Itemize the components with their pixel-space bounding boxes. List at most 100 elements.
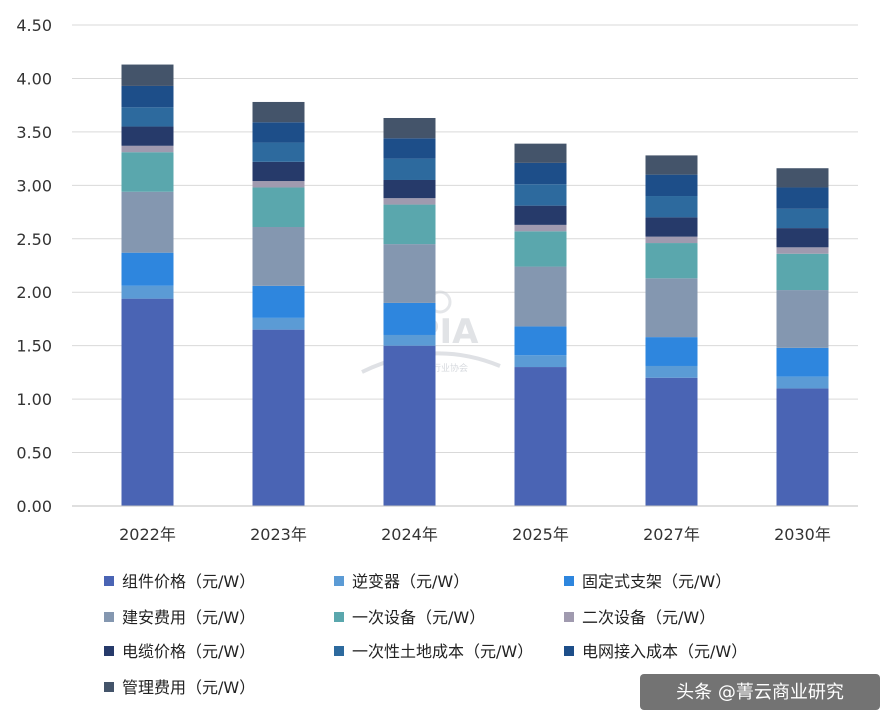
bar-segment	[514, 184, 567, 206]
bar-segment	[383, 334, 436, 346]
bar-segment	[645, 217, 698, 237]
bar-segment	[514, 205, 567, 225]
bar-segment	[252, 317, 305, 330]
legend-label: 二次设备（元/W）	[582, 608, 715, 627]
bar-segment	[252, 227, 305, 286]
bar-segment	[514, 266, 567, 327]
bar-segment	[121, 191, 174, 253]
bar-segment	[383, 244, 436, 303]
credit-overlay: 头条 @菁云商业研究	[640, 674, 880, 710]
bar-segment	[121, 285, 174, 299]
x-tick-label: 2023年	[250, 525, 307, 544]
bar-segment	[645, 243, 698, 279]
bar-segment	[645, 377, 698, 506]
bar-segment	[776, 290, 829, 348]
bar-segment	[121, 252, 174, 286]
legend-swatch	[104, 682, 114, 692]
y-tick-label: 1.50	[16, 337, 52, 356]
bar-segment	[121, 85, 174, 108]
bar-segment	[776, 253, 829, 291]
bar-segment	[645, 337, 698, 366]
bar-segment	[252, 329, 305, 506]
bar-segment	[645, 174, 698, 197]
bar-segment	[252, 122, 305, 143]
bar-segment	[514, 367, 567, 506]
bar-segment	[383, 302, 436, 335]
gridlines	[72, 24, 858, 454]
y-tick-label: 0.50	[16, 444, 52, 463]
bar-segment	[121, 152, 174, 192]
y-tick-label: 1.00	[16, 390, 52, 409]
bar-segment	[776, 168, 829, 188]
legend-swatch	[334, 576, 344, 586]
bars	[121, 64, 829, 506]
bar-segment	[776, 347, 829, 377]
bar-segment	[776, 388, 829, 506]
legend-label: 逆变器（元/W）	[352, 572, 469, 591]
bar-segment	[383, 158, 436, 180]
bar-segment	[645, 236, 698, 244]
legend-swatch	[564, 612, 574, 622]
legend-label: 一次性土地成本（元/W）	[352, 642, 533, 661]
x-tick-label: 2025年	[512, 525, 569, 544]
bar-segment	[514, 355, 567, 368]
bar-segment	[514, 162, 567, 185]
bar-segment	[514, 231, 567, 267]
x-tick-label: 2022年	[119, 525, 176, 544]
legend-label: 一次设备（元/W）	[352, 608, 485, 627]
bar-segment	[383, 138, 436, 159]
bar-segment	[252, 285, 305, 318]
x-tick-label: 2024年	[381, 525, 438, 544]
bar-segment	[645, 365, 698, 378]
y-tick-label: 4.00	[16, 69, 52, 88]
bar-segment	[383, 179, 436, 199]
legend-swatch	[334, 612, 344, 622]
legend-swatch	[104, 646, 114, 656]
bar-segment	[514, 326, 567, 356]
bar-segment	[776, 187, 829, 209]
legend-label: 固定式支架（元/W）	[582, 572, 731, 591]
bar-segment	[252, 142, 305, 162]
legend-label: 电缆价格（元/W）	[122, 642, 255, 661]
legend: 组件价格（元/W） 逆变器（元/W） 固定式支架（元/W） 建安费用（元/W） 一次设备…	[104, 572, 747, 697]
bar-segment	[121, 145, 174, 153]
legend-swatch	[104, 612, 114, 622]
bar-segment	[776, 247, 829, 254]
x-tick-label: 2030年	[774, 525, 831, 544]
bar-segment	[121, 64, 174, 86]
legend-swatch	[564, 576, 574, 586]
legend-swatch	[104, 576, 114, 586]
bar-segment	[121, 107, 174, 127]
legend-label: 管理费用（元/W）	[122, 678, 255, 697]
bar-segment	[776, 228, 829, 248]
bar-segment	[121, 126, 174, 146]
bar-segment	[252, 161, 305, 182]
credit-text: 头条 @菁云商业研究	[676, 682, 844, 703]
y-tick-label: 4.50	[16, 16, 52, 35]
legend-label: 建安费用（元/W）	[122, 608, 255, 627]
credit-background	[640, 674, 880, 710]
y-tick-label: 3.00	[16, 176, 52, 195]
bar-segment	[514, 143, 567, 163]
y-tick-label: 0.00	[16, 497, 52, 516]
x-tick-label: 2027年	[643, 525, 700, 544]
bar-segment	[383, 345, 436, 506]
bar-segment	[383, 198, 436, 205]
legend-label: 组件价格（元/W）	[122, 572, 255, 591]
bar-segment	[252, 181, 305, 188]
legend-label: 电网接入成本（元/W）	[582, 642, 747, 661]
y-tick-label: 2.00	[16, 283, 52, 302]
bar-segment	[776, 376, 829, 389]
bar-segment	[252, 101, 305, 123]
bar-segment	[514, 224, 567, 232]
bar-segment	[121, 298, 174, 506]
legend-swatch	[334, 646, 344, 656]
axes: 0.00 0.50 1.00 1.50 2.00 2.50 3.00 3.50 4.00 4.50…	[16, 16, 858, 544]
bar-segment	[776, 208, 829, 229]
bar-segment	[383, 204, 436, 245]
bar-segment	[383, 117, 436, 139]
bar-segment	[645, 155, 698, 175]
y-tick-label: 3.50	[16, 123, 52, 142]
bar-segment	[645, 196, 698, 218]
